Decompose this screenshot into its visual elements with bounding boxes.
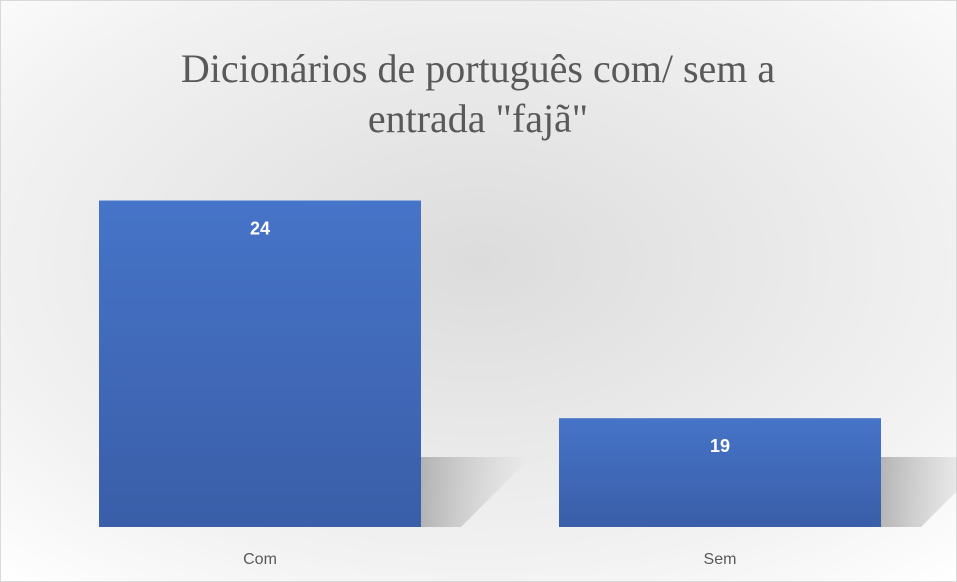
bar — [99, 200, 421, 527]
bar-shadow — [421, 457, 531, 527]
data-label: 19 — [710, 436, 730, 456]
bar-shadow — [881, 457, 957, 527]
x-tick-label: Com — [243, 551, 277, 568]
x-tick-label: Sem — [704, 551, 737, 568]
data-label: 24 — [250, 218, 270, 238]
chart-title: Dicionários de português com/ sem a entr… — [180, 46, 776, 141]
bar — [559, 418, 881, 527]
